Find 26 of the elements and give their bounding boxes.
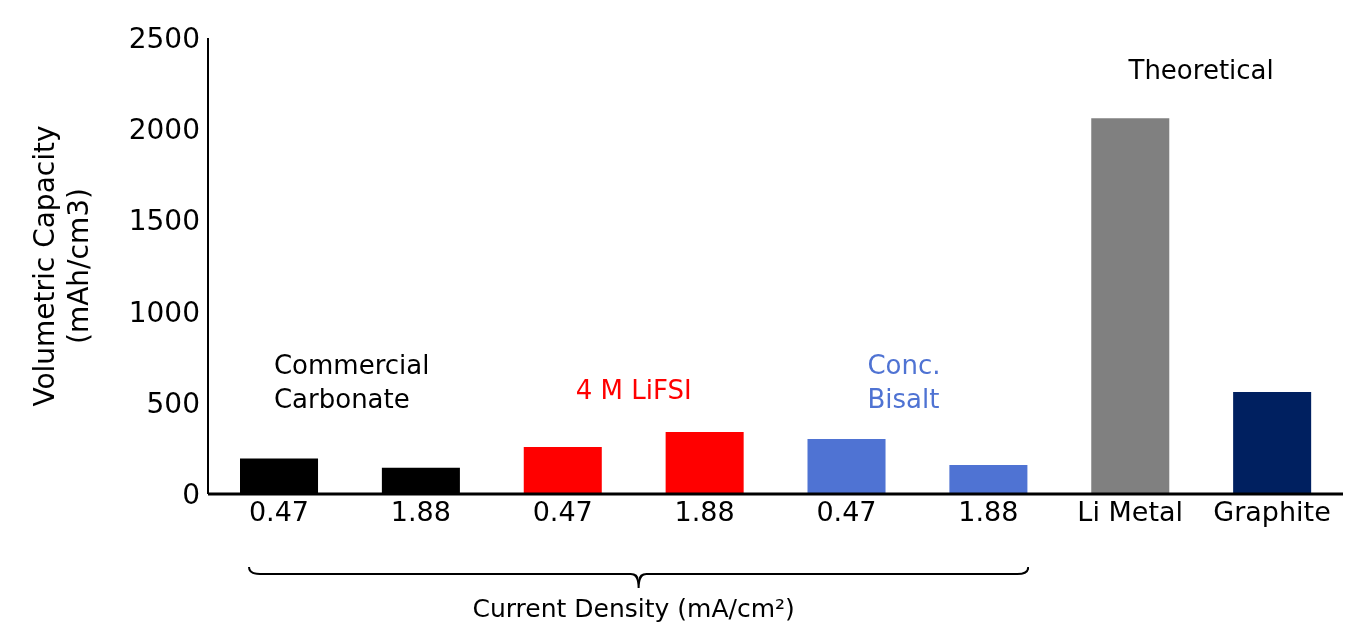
annotation: Conc. Bisalt	[867, 349, 942, 416]
x-axis-title: Current Density (mA/cm²)	[471, 594, 796, 623]
bar	[949, 465, 1028, 494]
bar	[665, 431, 744, 494]
x-tick-label: Graphite	[1213, 496, 1331, 528]
y-axis-title: Volumetric Capacity (mAh/cm3)	[28, 124, 96, 409]
y-tick-label: 0	[182, 477, 200, 511]
x-tick-label: 1.88	[958, 496, 1019, 528]
y-tick-label: 1000	[128, 295, 200, 329]
annotation: Theoretical	[1127, 54, 1275, 87]
bar	[807, 438, 886, 494]
x-tick-label: Li Metal	[1077, 496, 1184, 528]
bar	[523, 446, 602, 494]
x-tick-label: 0.47	[532, 496, 593, 528]
x-tick-label: 0.47	[816, 496, 877, 528]
y-tick-label: 2000	[128, 113, 200, 147]
annotation: 4 M LiFSI	[574, 374, 693, 407]
x-tick-label: 0.47	[248, 496, 309, 528]
x-tick-label: 1.88	[674, 496, 735, 528]
y-tick-label: 1500	[128, 204, 200, 238]
bar	[1233, 392, 1312, 494]
bar	[1091, 118, 1170, 494]
x-tick-label: 1.88	[390, 496, 451, 528]
annotation: Commercial Carbonate	[273, 349, 431, 416]
y-tick-label: 2500	[128, 21, 200, 55]
y-tick-label: 500	[146, 386, 200, 420]
